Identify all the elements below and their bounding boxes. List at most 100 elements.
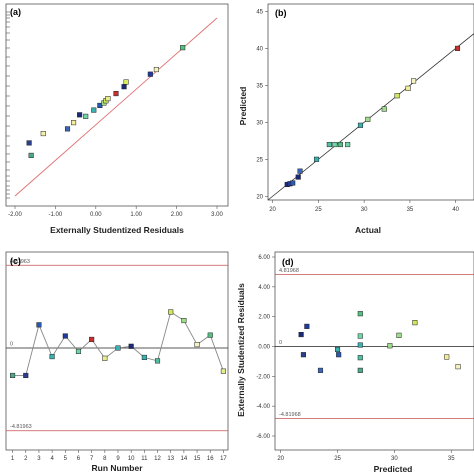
- panel-c-data-point: [36, 322, 42, 328]
- panel-c-data-point: [220, 368, 226, 374]
- panel-b-y-tick-label: 45: [256, 9, 263, 15]
- panel-c-x-tick-label: 14: [181, 456, 188, 462]
- panel-d-data-point: [336, 352, 342, 358]
- panel-c-x-tick-label: 16: [207, 456, 214, 462]
- panel-c-x-tick-label: 8: [103, 456, 107, 462]
- panel-a-x-tick-label: 0.00: [90, 212, 102, 218]
- panel-b-data-point: [365, 116, 371, 122]
- panel-d-label: (d): [282, 257, 294, 267]
- panel-c-data-point: [168, 309, 174, 315]
- panel-c-data-point: [115, 345, 121, 351]
- panel-a-plot-frame: [5, 3, 229, 207]
- panel-a-data-point: [153, 66, 159, 73]
- panel-b-y-tick-label: 30: [256, 120, 263, 126]
- panel-a-data-point: [40, 130, 46, 137]
- panel-c-data-point: [62, 333, 68, 339]
- panel-b-x-tick-label: 30: [361, 207, 368, 213]
- panel-b-data-point: [411, 78, 417, 84]
- panel-b-y-axis-label: Predicted: [238, 87, 248, 126]
- panel-d-y-tick-label: 6.00: [258, 255, 270, 261]
- panel-d-data-point: [455, 364, 461, 370]
- panel-a-x-tick-label: 3.00: [211, 212, 223, 218]
- panel-d-y-tick-label: 2.00: [258, 315, 270, 321]
- panel-c-x-tick-label: 2: [24, 456, 28, 462]
- panel-b-data-point: [394, 93, 400, 99]
- panel-b-y-tick-label: 40: [256, 46, 263, 52]
- panel-c-data-point: [49, 354, 55, 360]
- panel-b-x-tick-label: 35: [407, 207, 414, 213]
- panel-c-x-tick-label: 13: [167, 456, 174, 462]
- panel-d-y-tick-label: -2.00: [256, 374, 270, 380]
- panel-b-label: (b): [275, 8, 287, 18]
- panel-d-data-point: [412, 320, 418, 326]
- panel-d-x-tick-label: 30: [391, 456, 398, 462]
- panel-a-data-point: [64, 126, 71, 132]
- panel-c-data-point: [194, 342, 200, 348]
- panel-d-data-point: [357, 367, 363, 373]
- panel-b-data-point: [313, 156, 320, 162]
- panel-a-data-point: [113, 91, 119, 97]
- panel-a-x-tick-label: -2.00: [8, 212, 22, 218]
- panel-c-x-tick-label: 1: [11, 456, 15, 462]
- panel-a-data-point: [71, 120, 77, 126]
- panel-c-label: (c): [10, 256, 21, 266]
- panel-b-data-point: [337, 141, 343, 148]
- panel-c-plot-frame: [5, 251, 229, 451]
- panel-c-data-point: [154, 358, 161, 364]
- panel-c-x-tick-label: 17: [220, 456, 227, 462]
- panel-a-data-point: [83, 113, 89, 119]
- panel-c-x-tick-label: 4: [50, 456, 54, 462]
- panel-a-data-point: [123, 79, 129, 85]
- panel-d-x-axis-label: Predicted: [374, 464, 413, 474]
- panel-a-data-point: [77, 112, 83, 118]
- panel-a-x-tick-label: -1.00: [49, 212, 63, 218]
- panel-b-y-tick-label: 20: [256, 194, 263, 200]
- panel-c-x-tick-label: 10: [128, 456, 135, 462]
- panel-c-x-tick-label: 12: [154, 456, 161, 462]
- panel-d-y-tick-label: -6.00: [256, 434, 270, 440]
- panel-c-data-point: [23, 372, 29, 379]
- panel-b-data-point: [295, 174, 301, 180]
- panel-b-data-point: [345, 141, 351, 148]
- panel-c-limit-label-upper: 4.81963: [10, 259, 30, 265]
- panel-c-x-tick-label: 7: [90, 456, 94, 462]
- panel-c-data-point: [10, 372, 16, 379]
- panel-a: -2.00 -1.00 0.00 1.00 2.00 3.00 Externally Stu…: [5, 3, 229, 235]
- panel-c-x-tick-label: 3: [37, 456, 41, 462]
- panel-d-x-tick-label: 25: [334, 456, 341, 462]
- panel-a-data-point: [180, 45, 186, 51]
- panel-d-limit-label-zero: 0: [279, 340, 282, 346]
- panel-a-x-axis-label: Externally Studentized Residuals: [50, 225, 184, 235]
- panel-b-x-tick-label: 40: [452, 207, 459, 213]
- panel-c-limit-label-zero: 0: [10, 342, 13, 348]
- panel-a-data-point: [121, 84, 127, 90]
- panel-b-y-tick-label: 35: [256, 83, 263, 89]
- panel-d: 4.81968 0 -4.81968 6.00 4.00 2.00 0.00 -2.00 -4.…: [236, 251, 474, 474]
- panel-a-data-point: [91, 107, 97, 113]
- panel-b-data-point: [326, 141, 332, 148]
- panel-d-data-point: [317, 367, 324, 373]
- panel-d-data-point: [387, 343, 393, 349]
- panel-c-data-point: [128, 343, 134, 349]
- panel-d-x-tick-label: 20: [277, 456, 284, 462]
- panel-b-x-tick-label: 25: [315, 207, 322, 213]
- panel-a-data-point: [147, 71, 153, 77]
- panel-d-limit-label-upper: 4.81968: [279, 268, 299, 274]
- panel-d-y-axis-label: Externally Studentized Residuals: [236, 283, 246, 417]
- panel-c-data-point: [75, 348, 82, 354]
- panel-d-data-point: [300, 352, 306, 358]
- panel-b-plot-frame: [267, 3, 474, 201]
- panel-b-x-tick-label: 20: [269, 207, 276, 213]
- panel-a-data-point: [28, 152, 34, 158]
- panel-a-data-point: [26, 140, 32, 146]
- panel-b-y-tick-label: 25: [256, 157, 263, 163]
- panel-b-data-point: [405, 85, 411, 91]
- panel-d-data-point: [357, 333, 363, 339]
- panel-b-data-point: [357, 122, 364, 128]
- panel-d-data-point: [298, 332, 304, 338]
- panel-c-x-tick-label: 6: [77, 456, 81, 462]
- panel-a-x-tick-label: 1.00: [130, 212, 142, 218]
- panel-c-data-point: [102, 355, 108, 361]
